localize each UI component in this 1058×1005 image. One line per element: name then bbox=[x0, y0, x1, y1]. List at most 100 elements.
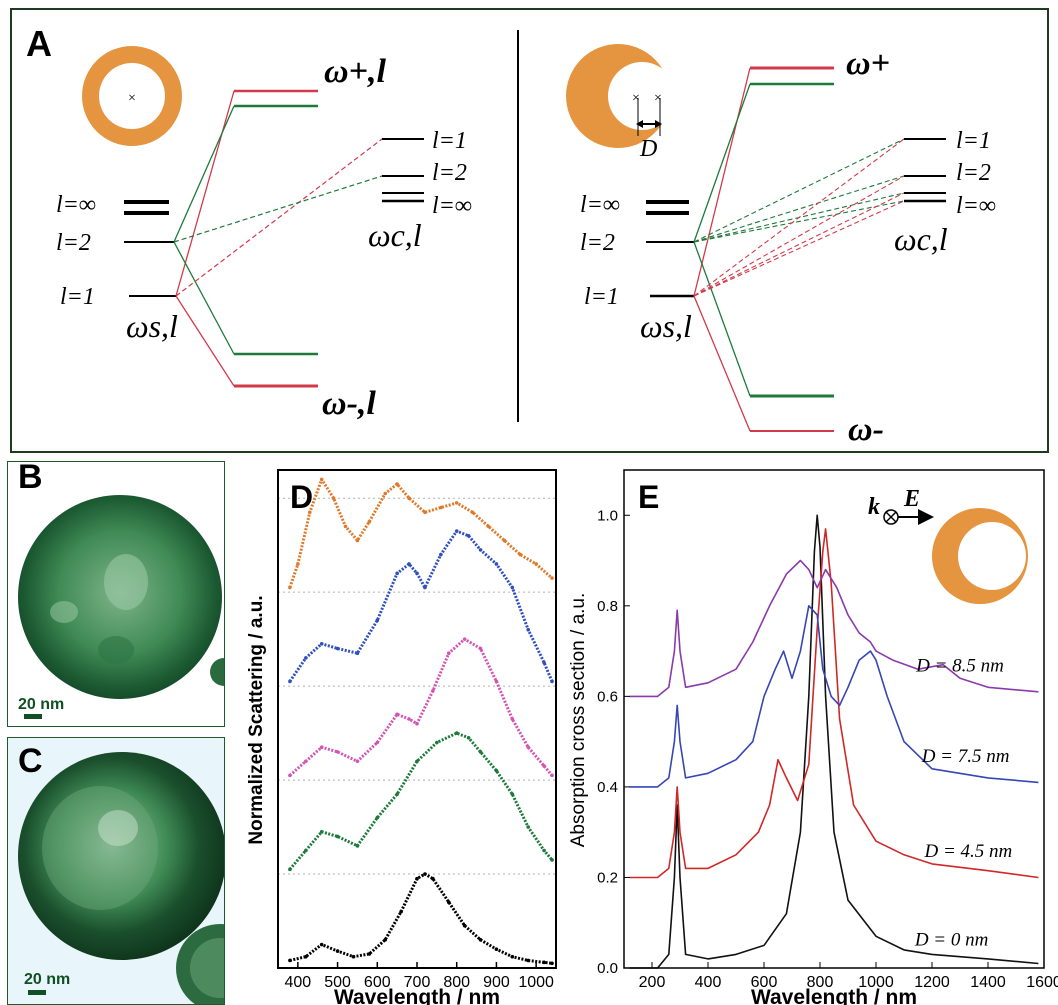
panel-d-data-point bbox=[304, 656, 308, 660]
panel-e-x-tick-label: 1600 bbox=[1026, 974, 1058, 991]
panel-d-data-point bbox=[331, 496, 336, 500]
panel-d-data-point bbox=[335, 750, 340, 754]
panel-e-x-ticks: 200 400 600 800 1000 1200 1400 1600 bbox=[639, 962, 1058, 991]
panel-d-data-point bbox=[431, 876, 435, 881]
panel-d-data-point bbox=[494, 562, 499, 566]
panel-d-series-line bbox=[288, 477, 553, 588]
panel-d-data-point bbox=[478, 938, 483, 942]
svg-text:×: × bbox=[632, 91, 640, 106]
panel-d-data-point bbox=[307, 510, 312, 515]
panel-d-x-tick-label: 800 bbox=[443, 974, 470, 991]
panel-e-x-tick-label: 1400 bbox=[970, 974, 1006, 991]
panel-d-data-point bbox=[510, 585, 515, 590]
right-omega-plus-label: ω+ bbox=[846, 45, 890, 82]
panel-d-data-point bbox=[423, 585, 427, 590]
panel-c-label: C bbox=[18, 742, 43, 780]
left-sphere-levels bbox=[124, 200, 176, 297]
panel-d-data-point bbox=[435, 740, 439, 745]
panel-d-data-point bbox=[494, 768, 499, 773]
panel-d-data-point bbox=[446, 651, 451, 656]
panel-d-data-point bbox=[288, 679, 292, 684]
panel-e-y-tick-label: 0.6 bbox=[597, 688, 618, 705]
panel-d-series bbox=[288, 477, 554, 966]
k-vector-label: k bbox=[868, 494, 880, 520]
panel-d-data-point bbox=[355, 759, 360, 764]
panel-d-data-point bbox=[454, 529, 459, 533]
panel-d-data-point bbox=[439, 552, 443, 557]
panel-e-series-label: D = 0 nm bbox=[914, 929, 989, 950]
panel-d-data-point bbox=[478, 646, 483, 651]
panel-d-data-point bbox=[462, 637, 467, 641]
panel-e-y-tick-label: 0.4 bbox=[597, 779, 618, 796]
panel-d-series-1 bbox=[288, 731, 554, 872]
panel-d-series-2 bbox=[288, 637, 554, 778]
panel-d-series-line bbox=[288, 731, 554, 871]
offset-shell-inset-icon bbox=[932, 508, 1028, 604]
panel-d-data-point bbox=[446, 900, 451, 905]
panel-c-micrograph: C 20 nm bbox=[7, 737, 225, 1005]
panel-d-series-3 bbox=[288, 529, 554, 684]
panel-d-data-point bbox=[383, 938, 388, 942]
panel-d-x-tick-label: 400 bbox=[285, 974, 312, 991]
panel-d-data-point bbox=[510, 954, 515, 959]
left-sphere-label-2: l=2 bbox=[56, 230, 91, 256]
panel-d-data-point bbox=[423, 872, 427, 876]
panel-d-data-point bbox=[466, 533, 471, 538]
panel-a-energy-diagram: A × l=∞ l=2 l=1 ωs,l ω+,l ω-,l bbox=[10, 8, 1049, 453]
panel-d-data-point bbox=[304, 759, 308, 764]
right-omega-minus-label: ω- bbox=[848, 411, 884, 448]
panel-e-x-tick-label: 400 bbox=[695, 974, 722, 991]
svg-text:×: × bbox=[128, 91, 136, 106]
micrograph-b-image: B 20 nm bbox=[18, 462, 224, 719]
panel-e-series-label: D = 4.5 nm bbox=[924, 841, 1013, 862]
panel-d-data-point bbox=[470, 510, 475, 515]
panel-d-data-point bbox=[335, 834, 340, 839]
panel-d-x-tick-label: 900 bbox=[483, 974, 510, 991]
panel-d-data-point bbox=[383, 491, 388, 496]
panel-d-gridlines bbox=[278, 497, 556, 969]
panel-d-data-point bbox=[550, 576, 554, 580]
left-omega-plus-label: ω+,l bbox=[324, 53, 386, 90]
panel-d-data-point bbox=[407, 496, 411, 500]
panel-d-data-point bbox=[355, 844, 360, 848]
panel-d-data-point bbox=[431, 689, 435, 693]
panel-d-data-point bbox=[542, 764, 546, 768]
panel-e-series-labels: D = 0 nm D = 4.5 nm D = 7.5 nm D = 8.5 nm bbox=[914, 655, 1012, 950]
panel-d-data-point bbox=[415, 876, 419, 881]
left-cavity-label-inf: l=∞ bbox=[432, 193, 472, 219]
panel-b-micrograph: B 20 nm bbox=[7, 461, 225, 727]
panel-d-data-point bbox=[415, 721, 419, 726]
panel-d-data-point bbox=[351, 954, 356, 959]
right-sphere-level-label: ωs,l bbox=[640, 308, 692, 344]
panel-d-data-point bbox=[304, 954, 308, 959]
panel-d-data-point bbox=[375, 618, 380, 623]
panel-d-data-point bbox=[375, 815, 380, 820]
svg-text:×: × bbox=[654, 91, 662, 106]
panel-d-data-point bbox=[288, 867, 292, 872]
panel-d-data-point bbox=[395, 712, 399, 717]
panel-d-data-point bbox=[454, 501, 459, 505]
panel-d-data-point bbox=[343, 524, 348, 529]
panel-e-xlabel: Wavelength / nm bbox=[751, 986, 917, 1005]
panel-d-data-point bbox=[550, 679, 554, 684]
panel-d-data-point bbox=[478, 750, 483, 754]
panel-d-data-point bbox=[319, 642, 324, 646]
panel-d-data-point bbox=[415, 759, 419, 764]
panel-e-chart: 200 400 600 800 1000 1200 1400 1600 0.00.20.40.… bbox=[568, 469, 1058, 1005]
panel-d-series-line bbox=[288, 529, 554, 683]
panel-d-data-point bbox=[319, 477, 324, 482]
panel-e-series-3 bbox=[629, 559, 1039, 698]
panel-d-x-tick-label: 700 bbox=[404, 974, 431, 991]
concentric-shell-icon: × bbox=[82, 46, 182, 146]
panel-d-series-line bbox=[289, 872, 553, 965]
panel-d-data-point bbox=[319, 942, 324, 947]
panel-d-xlabel: Wavelength / nm bbox=[334, 986, 500, 1005]
right-cavity-level-label: ωc,l bbox=[894, 221, 948, 257]
panel-d-series-4 bbox=[288, 477, 554, 590]
panel-e-series bbox=[629, 514, 1039, 969]
right-sphere-label-2: l=2 bbox=[580, 230, 615, 256]
right-cavity-label-2: l=2 bbox=[956, 160, 991, 186]
panel-d-x-tick-label: 500 bbox=[324, 974, 351, 991]
micrograph-c-image: C 20 nm bbox=[18, 742, 224, 1004]
svg-text:D: D bbox=[290, 479, 313, 515]
